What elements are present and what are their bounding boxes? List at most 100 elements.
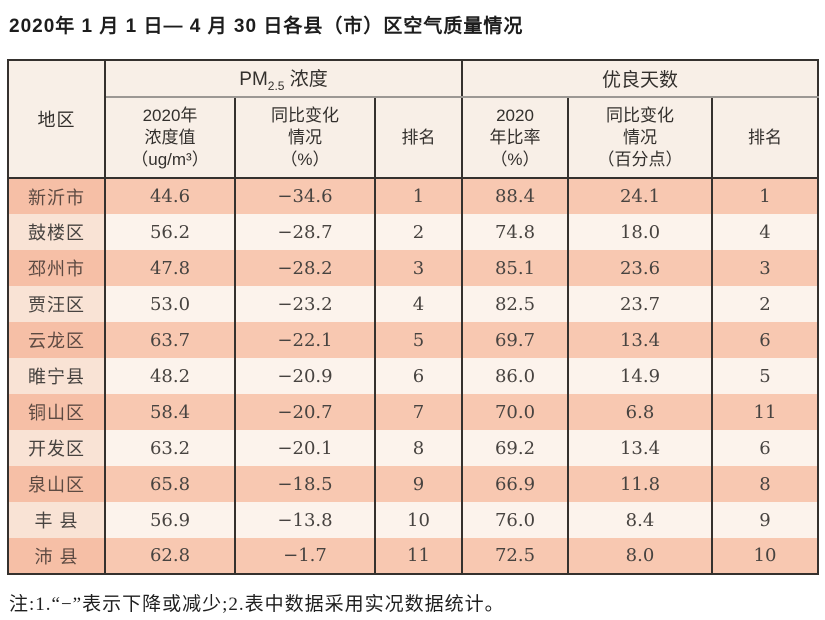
- region-cell: 铜山区: [7, 394, 106, 430]
- region-cell: 贾汪区: [7, 286, 106, 322]
- table-row: 睢宁县 48.2 −20.9 6 86.0 14.9 5: [7, 358, 820, 394]
- good-days-rank-cell: 6: [710, 322, 820, 358]
- good-days-rate-cell: 66.9: [461, 466, 569, 502]
- table-row: 丰 县 56.9 −13.8 10 76.0 8.4 9: [7, 502, 820, 538]
- header-group-good-days: 优良天数: [460, 60, 820, 98]
- region-cell: 云龙区: [7, 322, 106, 358]
- pm25-change-cell: −20.7: [234, 394, 376, 430]
- pm25-value-cell: 56.2: [104, 214, 236, 250]
- table-row: 邳州市 47.8 −28.2 3 85.1 23.6 3: [7, 250, 820, 286]
- pm25-change-cell: −1.7: [234, 538, 376, 574]
- good-days-rank-cell: 6: [710, 430, 820, 466]
- pm25-prefix: PM: [239, 69, 268, 91]
- header-good-days-rank: 排名: [710, 97, 820, 179]
- pm25-change-cell: −28.7: [234, 214, 376, 250]
- table-body: 新沂市 44.6 −34.6 1 88.4 24.1 1 鼓楼区 56.2 −2…: [7, 178, 820, 574]
- good-days-rate-cell: 69.2: [461, 430, 569, 466]
- table-row: 鼓楼区 56.2 −28.7 2 74.8 18.0 4: [7, 214, 820, 250]
- region-cell: 泉山区: [7, 466, 106, 502]
- good-days-change-cell: 8.4: [567, 502, 713, 538]
- pm25-rank-cell: 5: [374, 322, 463, 358]
- header-pm25-value: 2020年 浓度值 （ug/m³）: [104, 97, 236, 179]
- good-days-rank-cell: 9: [710, 502, 820, 538]
- good-days-rate-cell: 74.8: [461, 214, 569, 250]
- pm25-change-cell: −22.1: [234, 322, 376, 358]
- region-cell: 丰 县: [7, 502, 106, 538]
- pm25-value-cell: 48.2: [104, 358, 236, 394]
- header-pm25-rank: 排名: [374, 97, 463, 179]
- air-quality-table: 地区 PM2.5 浓度 优良天数 2020年 浓度值 （ug/m³） 同比变化 …: [7, 59, 820, 575]
- pm25-rank-cell: 3: [374, 250, 463, 286]
- region-cell: 新沂市: [7, 178, 106, 214]
- good-days-rate-cell: 86.0: [461, 358, 569, 394]
- good-days-change-cell: 6.8: [567, 394, 713, 430]
- good-days-rank-cell: 4: [710, 214, 820, 250]
- region-cell: 开发区: [7, 430, 106, 466]
- good-days-change-cell: 18.0: [567, 214, 713, 250]
- pm25-rank-cell: 11: [374, 538, 463, 574]
- good-days-rank-cell: 11: [710, 394, 820, 430]
- good-days-change-cell: 14.9: [567, 358, 713, 394]
- pm25-rank-cell: 4: [374, 286, 463, 322]
- header-group-row: 地区 PM2.5 浓度 优良天数: [7, 60, 820, 179]
- pm25-value-cell: 62.8: [104, 538, 236, 574]
- region-cell: 沛 县: [7, 538, 106, 574]
- region-cell: 邳州市: [7, 250, 106, 286]
- good-days-change-cell: 13.4: [567, 430, 713, 466]
- table-header: 地区 PM2.5 浓度 优良天数 2020年 浓度值 （ug/m³） 同比变化 …: [7, 60, 820, 179]
- good-days-rate-cell: 85.1: [461, 250, 569, 286]
- table-row: 泉山区 65.8 −18.5 9 66.9 11.8 8: [7, 466, 820, 502]
- pm25-value-cell: 58.4: [104, 394, 236, 430]
- good-days-rank-cell: 3: [710, 250, 820, 286]
- pm25-value-cell: 47.8: [104, 250, 236, 286]
- pm25-change-cell: −28.2: [234, 250, 376, 286]
- good-days-change-cell: 11.8: [567, 466, 713, 502]
- header-pm25-change: 同比变化 情况 （%）: [234, 97, 376, 179]
- header-region: 地区: [7, 60, 106, 179]
- good-days-rate-cell: 88.4: [461, 178, 569, 214]
- pm25-rank-cell: 10: [374, 502, 463, 538]
- pm25-rank-cell: 1: [374, 178, 463, 214]
- table-row: 铜山区 58.4 −20.7 7 70.0 6.8 11: [7, 394, 820, 430]
- table-row: 开发区 63.2 −20.1 8 69.2 13.4 6: [7, 430, 820, 466]
- region-cell: 睢宁县: [7, 358, 106, 394]
- pm25-value-cell: 53.0: [104, 286, 236, 322]
- good-days-change-cell: 8.0: [567, 538, 713, 574]
- footnote: 注:1.“−”表示下降或减少;2.表中数据采用实况数据统计。: [9, 594, 505, 615]
- good-days-rate-cell: 72.5: [461, 538, 569, 574]
- good-days-change-cell: 13.4: [567, 322, 713, 358]
- table-row: 新沂市 44.6 −34.6 1 88.4 24.1 1: [7, 178, 820, 214]
- pm25-change-cell: −18.5: [234, 466, 376, 502]
- header-good-days-rate: 2020 年比率 （%）: [461, 97, 569, 179]
- pm25-change-cell: −20.1: [234, 430, 376, 466]
- region-cell: 鼓楼区: [7, 214, 106, 250]
- pm25-value-cell: 63.2: [104, 430, 236, 466]
- good-days-rate-cell: 70.0: [461, 394, 569, 430]
- pm25-rank-cell: 9: [374, 466, 463, 502]
- header-good-days-change: 同比变化 情况 （百分点）: [567, 97, 713, 179]
- good-days-rate-cell: 82.5: [461, 286, 569, 322]
- table-row: 贾汪区 53.0 −23.2 4 82.5 23.7 2: [7, 286, 820, 322]
- pm25-change-cell: −23.2: [234, 286, 376, 322]
- pm25-rank-cell: 6: [374, 358, 463, 394]
- pm25-rank-cell: 7: [374, 394, 463, 430]
- header-group-pm25: PM2.5 浓度: [104, 60, 463, 98]
- good-days-change-cell: 23.6: [567, 250, 713, 286]
- pm25-rank-cell: 8: [374, 430, 463, 466]
- pm25-suffix: 浓度: [284, 69, 328, 91]
- pm25-change-cell: −20.9: [234, 358, 376, 394]
- good-days-rank-cell: 8: [710, 466, 820, 502]
- good-days-rank-cell: 5: [710, 358, 820, 394]
- good-days-rank-cell: 1: [710, 178, 820, 214]
- good-days-rate-cell: 69.7: [461, 322, 569, 358]
- good-days-change-cell: 24.1: [567, 178, 713, 214]
- good-days-rank-cell: 2: [710, 286, 820, 322]
- pm25-value-cell: 56.9: [104, 502, 236, 538]
- pm25-subscript: 2.5: [267, 78, 285, 93]
- page-title: 2020年 1 月 1 日— 4 月 30 日各县（市）区空气质量情况: [9, 16, 524, 37]
- pm25-rank-cell: 2: [374, 214, 463, 250]
- good-days-rank-cell: 10: [710, 538, 820, 574]
- table-row: 云龙区 63.7 −22.1 5 69.7 13.4 6: [7, 322, 820, 358]
- pm25-change-cell: −13.8: [234, 502, 376, 538]
